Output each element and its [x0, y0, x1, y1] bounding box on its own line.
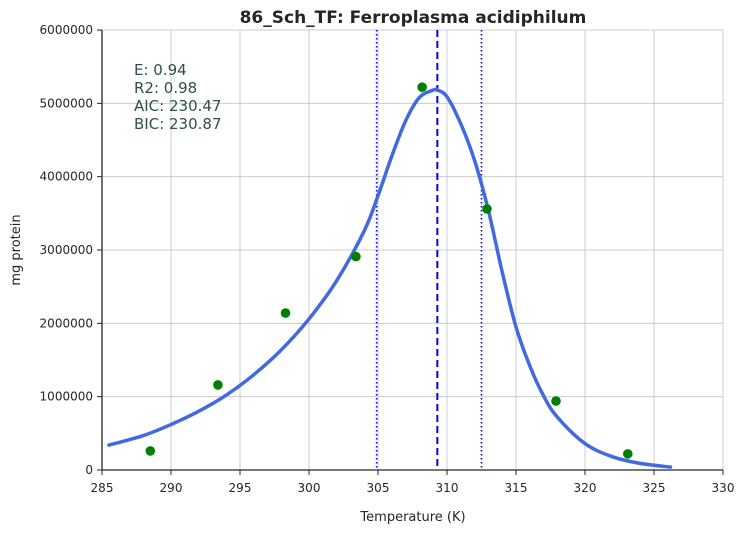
- observed-point: [551, 396, 561, 406]
- observed-point: [145, 446, 156, 456]
- y-tick-label: 2000000: [40, 316, 93, 330]
- y-tick-label: 0: [85, 463, 93, 477]
- y-tick-label: 5000000: [40, 96, 93, 110]
- x-tick-label: 295: [229, 481, 252, 495]
- y-tick-label: 6000000: [40, 23, 93, 37]
- x-axis-title: Temperature (K): [359, 510, 465, 525]
- stat-line: BIC: 230.87: [134, 115, 222, 133]
- x-tick-label: 310: [436, 481, 459, 495]
- fitted-curve: [107, 87, 673, 469]
- x-tick-label: 315: [505, 481, 528, 495]
- x-tick-label: 285: [91, 481, 114, 495]
- y-tick-label: 1000000: [40, 390, 93, 404]
- x-tick-label: 320: [574, 481, 597, 495]
- x-tick-label: 305: [367, 481, 390, 495]
- observed-points: [145, 82, 633, 459]
- stat-line: E: 0.94: [134, 61, 187, 79]
- observed-point: [280, 308, 291, 318]
- observed-point: [351, 251, 361, 262]
- observed-point: [417, 82, 427, 92]
- x-tick-label: 290: [160, 481, 183, 495]
- reference-lines: [375, 30, 483, 470]
- observed-point: [482, 204, 492, 214]
- chart-title: 86_Sch_TF: Ferroplasma acidiphilum: [240, 8, 587, 28]
- axes: 285 290 295 300 305 310 315 320 325 330 0 1000000 20…: [40, 23, 735, 495]
- observed-point: [213, 380, 223, 390]
- stat-line: R2: 0.98: [134, 79, 197, 97]
- y-tick-label: 3000000: [40, 243, 93, 257]
- x-tick-label: 325: [643, 481, 666, 495]
- observed-point: [622, 449, 633, 459]
- y-axis-title: mg protein: [9, 214, 24, 285]
- x-tick-label: 330: [712, 481, 735, 495]
- stat-line: AIC: 230.47: [134, 97, 221, 115]
- fitted-curve-line: [107, 87, 673, 469]
- x-tick-label: 300: [298, 481, 321, 495]
- y-tick-label: 4000000: [40, 170, 93, 184]
